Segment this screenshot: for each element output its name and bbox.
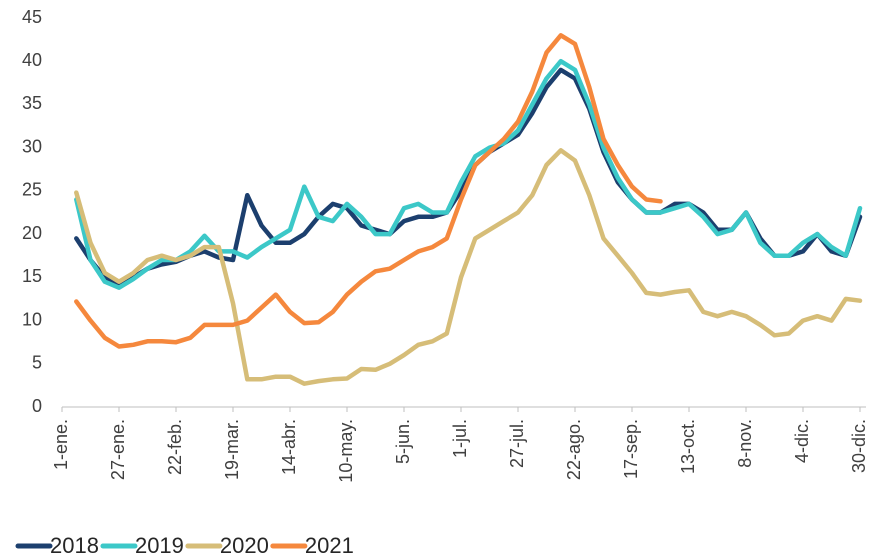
x-tick-label: 30-dic. bbox=[849, 419, 869, 473]
y-tick-label: 40 bbox=[22, 50, 42, 70]
legend-label: 2019 bbox=[135, 533, 184, 558]
y-tick-label: 0 bbox=[32, 396, 42, 416]
y-tick-label: 15 bbox=[22, 266, 42, 286]
y-tick-label: 10 bbox=[22, 309, 42, 329]
x-tick-label: 8-nov. bbox=[735, 419, 755, 468]
legend: 2018 2019 2020 2021 bbox=[15, 533, 354, 558]
series-line bbox=[74, 58, 863, 290]
x-tick-label: 27-ene. bbox=[108, 419, 128, 480]
x-tick-label: 17-sep. bbox=[621, 419, 641, 479]
x-tick-label: 14-abr. bbox=[279, 419, 299, 475]
y-tick-label: 45 bbox=[22, 7, 42, 27]
y-tick-label: 35 bbox=[22, 93, 42, 113]
legend-label: 2018 bbox=[50, 533, 99, 558]
legend-label: 2021 bbox=[305, 533, 354, 558]
x-tick-label: 22-feb. bbox=[165, 419, 185, 475]
y-tick-label: 5 bbox=[32, 353, 42, 373]
y-tick-label: 20 bbox=[22, 223, 42, 243]
x-tick-label: 19-mar. bbox=[222, 419, 242, 480]
y-tick-label: 25 bbox=[22, 180, 42, 200]
x-tick-label: 27-jul. bbox=[507, 419, 527, 468]
x-tick-label: 13-oct. bbox=[678, 419, 698, 474]
x-tick-label: 1-jul. bbox=[450, 419, 470, 458]
y-tick-label: 30 bbox=[22, 136, 42, 156]
x-tick-label: 4-dic. bbox=[792, 419, 812, 463]
x-tick-label: 1-ene. bbox=[51, 419, 71, 470]
series-line bbox=[74, 148, 863, 386]
x-tick-label: 22-ago. bbox=[564, 419, 584, 480]
series-line bbox=[74, 33, 663, 349]
legend-label: 2020 bbox=[220, 533, 269, 558]
x-tick-label: 5-jun. bbox=[393, 419, 413, 464]
x-tick-label: 10-may. bbox=[336, 419, 356, 483]
